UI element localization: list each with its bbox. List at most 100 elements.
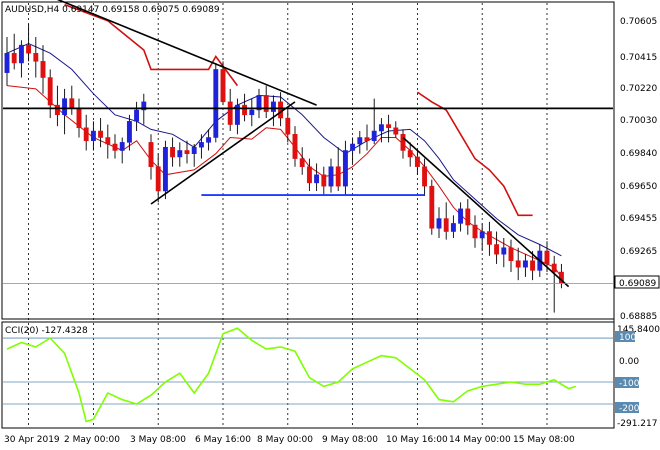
bear-candle	[112, 143, 118, 151]
bull-candle	[90, 130, 96, 142]
bear-candle	[443, 218, 449, 232]
cci-tick: -100	[619, 379, 640, 389]
bear-candle	[414, 156, 420, 167]
bear-candle	[83, 127, 89, 142]
bull-candle	[206, 137, 212, 143]
time-tick: 8 May 00:00	[257, 435, 313, 445]
candlestick-series	[4, 24, 564, 313]
bear-candle	[335, 166, 341, 187]
bull-candle	[62, 98, 68, 116]
trendline	[402, 136, 570, 288]
bull-candle	[177, 150, 183, 158]
bull-candle	[479, 231, 485, 239]
price-tick: 0.70220	[620, 84, 657, 94]
time-tick: 2 May 00:00	[64, 435, 120, 445]
price-tick: 0.69455	[620, 214, 657, 224]
bear-candle	[292, 134, 298, 159]
bear-candle	[220, 69, 226, 103]
price-tick: 0.68885	[620, 312, 657, 322]
time-tick: 6 May 16:00	[195, 435, 251, 445]
bull-candle	[4, 52, 10, 73]
bear-candle	[407, 150, 413, 158]
bear-candle	[429, 185, 435, 229]
cci-axis: 145.8400 100 0.00 -100 -200 -291.217	[615, 325, 660, 429]
bull-candle	[342, 150, 348, 187]
bull-candle	[450, 223, 456, 232]
bear-candle	[386, 124, 392, 129]
price-tick: 0.69650	[620, 182, 657, 192]
bear-candle	[472, 224, 478, 239]
price-tick: 0.69265	[620, 247, 657, 257]
bear-candle	[242, 104, 248, 116]
price-tick: 0.69840	[620, 149, 657, 159]
bear-candle	[54, 104, 60, 116]
bull-candle	[458, 208, 464, 224]
bear-candle	[306, 166, 312, 184]
time-tick: 15 May 08:00	[513, 435, 575, 445]
bull-candle	[198, 142, 204, 148]
time-tick: 10 May 16:00	[386, 435, 448, 445]
upper-band-line	[416, 91, 533, 217]
bear-candle	[465, 208, 471, 226]
bear-candle	[515, 260, 521, 268]
bear-candle	[148, 142, 154, 167]
bear-candle	[105, 137, 111, 145]
bull-candle	[249, 109, 255, 116]
bear-candle	[551, 263, 557, 273]
price-tick: 0.70605	[620, 17, 657, 27]
bear-candle	[40, 61, 46, 78]
cci-tick: 145.8400	[617, 325, 660, 335]
price-axis: 0.70605 0.70415 0.70220 0.70030 0.69840 …	[620, 17, 657, 322]
bear-candle	[530, 260, 536, 271]
bear-candle	[422, 166, 428, 187]
cci-tick: 0.00	[619, 357, 639, 367]
bull-candle	[213, 69, 219, 138]
bull-candle	[328, 166, 334, 187]
bear-candle	[263, 95, 269, 112]
bull-candle	[314, 174, 320, 184]
bear-candle	[69, 98, 75, 109]
bear-candle	[508, 247, 514, 261]
price-tick: 0.70030	[620, 116, 657, 126]
bull-candle	[18, 44, 24, 64]
drawn-trendlines[interactable]	[3, 0, 613, 288]
upper-band-line	[64, 3, 239, 87]
bear-candle	[98, 130, 104, 138]
bear-candle	[299, 158, 305, 167]
bear-candle	[494, 244, 500, 255]
bull-candle	[162, 146, 168, 192]
bull-candle	[191, 146, 197, 154]
time-tick: 14 May 00:00	[449, 435, 511, 445]
bear-candle	[184, 150, 190, 154]
cci-header: CCI(20) -127.4328	[5, 326, 88, 336]
bear-candle	[76, 108, 82, 129]
bull-candle	[134, 109, 140, 122]
price-panel-frame	[1, 1, 615, 320]
bull-candle	[119, 142, 125, 151]
bear-candle	[26, 44, 32, 54]
bear-candle	[11, 52, 17, 64]
bear-candle	[544, 250, 550, 265]
time-axis: 30 Apr 2019 2 May 00:00 3 May 08:00 6 Ma…	[4, 435, 575, 445]
bull-candle	[436, 218, 442, 229]
bull-candle	[256, 95, 262, 111]
bear-candle	[285, 117, 291, 135]
cci-line	[6, 327, 577, 423]
trendline	[56, 0, 317, 106]
cci-tick: -291.217	[617, 419, 657, 429]
bear-candle	[155, 166, 161, 192]
time-tick: 9 May 08:00	[322, 435, 378, 445]
bull-candle	[234, 104, 240, 125]
trendline	[150, 101, 296, 205]
time-tick: 30 Apr 2019	[4, 435, 60, 445]
cci-tick: -200	[619, 404, 640, 414]
bull-candle	[522, 260, 528, 268]
bull-candle	[501, 247, 507, 255]
bear-candle	[400, 134, 406, 151]
slow-ma-line	[6, 42, 562, 257]
bull-candle	[357, 137, 363, 145]
bull-candle	[270, 101, 276, 112]
bear-candle	[393, 127, 399, 135]
bear-candle	[321, 174, 327, 187]
